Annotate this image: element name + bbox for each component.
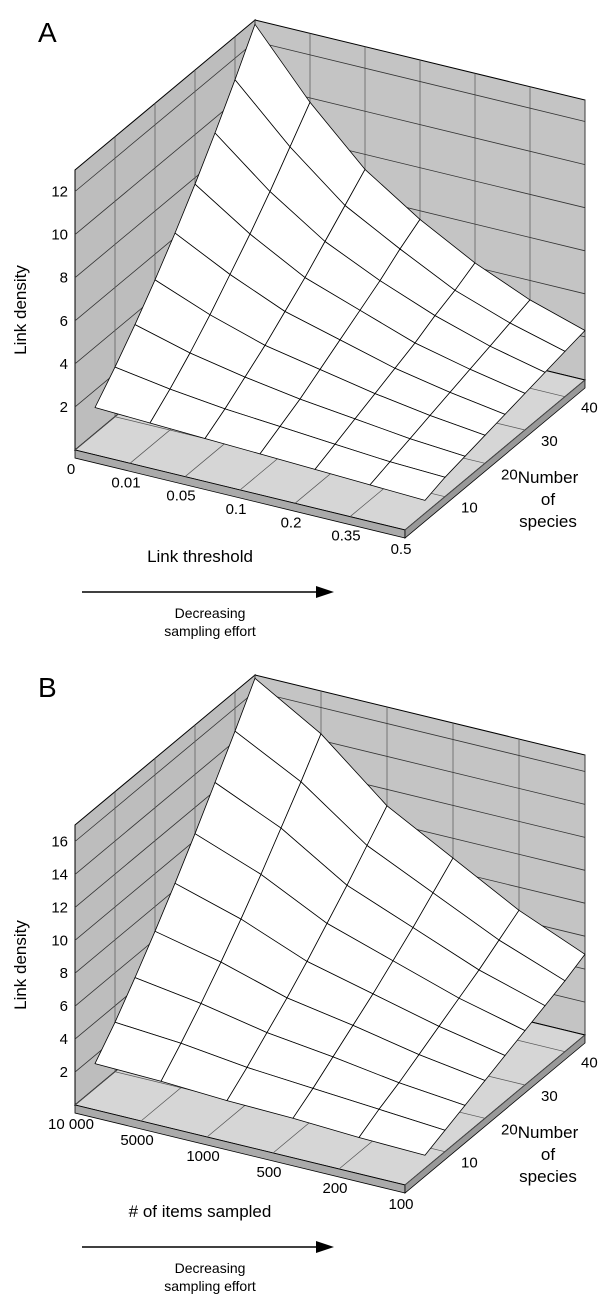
x-tick-label: 500 xyxy=(256,1164,281,1181)
y-tick-label: 20 xyxy=(501,1121,518,1138)
z-tick-label: 10 xyxy=(51,227,68,244)
z-tick-label: 14 xyxy=(51,866,68,883)
y-tick-label: 30 xyxy=(541,433,558,450)
z-tick-label: 16 xyxy=(51,833,68,850)
z-axis-label: Link density xyxy=(11,920,30,1010)
surface-cell xyxy=(358,1108,446,1156)
x-tick-label: 0.2 xyxy=(281,514,302,531)
z-tick-label: 6 xyxy=(60,313,68,330)
x-tick-label: 100 xyxy=(388,1196,413,1213)
surface-cell xyxy=(369,461,446,501)
z-axis-label: Link density xyxy=(11,265,30,355)
panel-label: B xyxy=(38,672,57,703)
y-tick-label: 30 xyxy=(541,1088,558,1105)
x-tick-label: 5000 xyxy=(120,1132,153,1149)
z-tick-label: 6 xyxy=(60,998,68,1015)
wall-grid xyxy=(404,755,586,1186)
arrow-head xyxy=(316,1241,334,1253)
z-tick-label: 4 xyxy=(60,1031,68,1048)
wall-grid xyxy=(404,100,586,531)
x-tick-label: 10 000 xyxy=(48,1116,94,1133)
z-tick-label: 4 xyxy=(60,356,68,373)
annotation: Decreasing sampling effort xyxy=(164,1260,256,1294)
z-tick-label: 2 xyxy=(60,399,68,416)
y-axis-label: Number of species xyxy=(518,468,579,531)
annotation: Decreasing sampling effort xyxy=(164,605,256,639)
x-tick-label: 0.1 xyxy=(226,501,247,518)
x-tick-label: 0.05 xyxy=(166,488,195,505)
z-tick-label: 12 xyxy=(51,184,68,201)
y-axis-label: Number of species xyxy=(518,1123,579,1186)
y-tick-label: 40 xyxy=(581,400,598,417)
x-tick-label: 0.01 xyxy=(111,474,140,491)
y-tick-label: 40 xyxy=(581,1055,598,1072)
x-tick-label: 0 xyxy=(67,461,75,478)
y-tick-label: 20 xyxy=(501,466,518,483)
y-tick-label: 10 xyxy=(461,1155,478,1172)
x-axis-label: Link threshold xyxy=(147,547,253,566)
x-axis-label: # of items sampled xyxy=(129,1202,272,1221)
arrow-head xyxy=(316,586,334,598)
x-tick-label: 200 xyxy=(322,1180,347,1197)
z-tick-label: 8 xyxy=(60,270,68,287)
z-tick-label: 8 xyxy=(60,965,68,982)
panel-label: A xyxy=(38,17,57,48)
x-tick-label: 0.35 xyxy=(331,528,360,545)
x-tick-label: 1000 xyxy=(186,1148,219,1165)
z-tick-label: 2 xyxy=(60,1064,68,1081)
x-tick-label: 0.5 xyxy=(391,541,412,558)
z-tick-label: 12 xyxy=(51,899,68,916)
y-tick-label: 10 xyxy=(461,500,478,517)
z-tick-label: 10 xyxy=(51,932,68,949)
